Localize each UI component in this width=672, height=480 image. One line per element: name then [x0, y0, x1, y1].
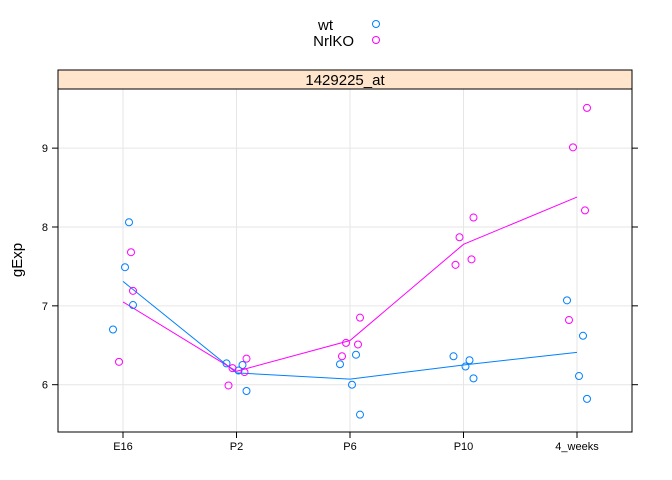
point-wt	[238, 360, 247, 369]
point-nrlko	[451, 260, 460, 269]
point-nrlko	[242, 354, 251, 363]
y-tick-label: 6	[42, 380, 48, 392]
point-nrlko	[581, 206, 589, 215]
point-nrlko	[569, 143, 577, 152]
point-nrlko	[228, 364, 237, 373]
x-tick-label: P6	[343, 441, 356, 453]
panel-title: 1429225_at	[305, 72, 385, 89]
mean-lines	[122, 196, 578, 380]
point-wt	[352, 350, 360, 359]
x-tick-label: P2	[230, 441, 243, 453]
axes: E16 P2 P6 P10 4_weeks 6 7 8 9	[42, 143, 638, 453]
point-wt	[348, 380, 356, 389]
legend-symbol-wt	[372, 20, 380, 28]
point-wt	[125, 218, 133, 227]
x-tick-label: 4_weeks	[555, 441, 599, 453]
point-wt	[336, 360, 344, 369]
legend-symbol-nrlko	[372, 36, 380, 44]
grid	[58, 89, 632, 432]
y-tick-label: 9	[42, 143, 48, 155]
point-wt	[579, 331, 587, 340]
point-wt	[222, 359, 231, 368]
point-nrlko	[224, 381, 233, 390]
point-wt	[461, 362, 470, 371]
legend-label-wt: wt	[317, 17, 334, 34]
panel-border	[57, 88, 633, 433]
point-wt	[583, 394, 591, 403]
data-points	[109, 103, 591, 419]
point-nrlko	[338, 352, 346, 361]
legend-label-nrlko: NrlKO	[313, 33, 354, 50]
mean-line-nrlko	[122, 196, 578, 372]
y-tick-label: 7	[42, 301, 48, 313]
y-axis-label: gExp	[9, 243, 26, 277]
point-nrlko	[467, 255, 476, 264]
x-tick-label: E16	[113, 441, 133, 453]
point-nrlko	[469, 213, 478, 222]
point-wt	[575, 372, 583, 381]
mean-line-wt	[122, 281, 578, 380]
point-wt	[469, 374, 478, 383]
point-nrlko	[115, 357, 123, 366]
point-wt	[109, 325, 117, 334]
point-wt	[563, 296, 571, 305]
point-nrlko	[455, 233, 464, 242]
point-nrlko	[583, 103, 591, 112]
point-nrlko	[240, 368, 249, 377]
point-nrlko	[354, 340, 362, 349]
point-nrlko	[342, 338, 350, 347]
point-nrlko	[127, 248, 135, 257]
point-wt	[356, 410, 364, 419]
y-tick-label: 8	[42, 222, 48, 234]
legend: wt NrlKO	[313, 17, 380, 50]
point-nrlko	[565, 316, 573, 325]
point-nrlko	[129, 286, 137, 295]
point-wt	[242, 386, 251, 395]
point-nrlko	[356, 313, 364, 322]
point-wt	[121, 263, 129, 272]
point-wt	[465, 356, 474, 365]
point-wt	[129, 301, 137, 310]
x-tick-label: P10	[454, 441, 474, 453]
point-wt	[449, 352, 458, 361]
